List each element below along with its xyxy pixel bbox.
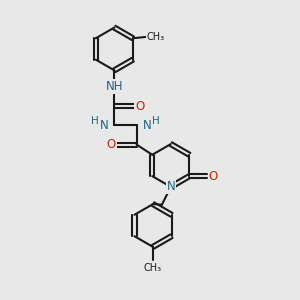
Text: N: N <box>143 119 152 132</box>
Text: H: H <box>91 116 99 126</box>
Text: O: O <box>107 138 116 151</box>
Text: N: N <box>167 180 175 194</box>
Text: NH: NH <box>106 80 123 93</box>
Text: N: N <box>100 119 108 132</box>
Text: O: O <box>208 170 218 183</box>
Text: O: O <box>135 100 144 112</box>
Text: CH₃: CH₃ <box>144 263 162 273</box>
Text: H: H <box>152 116 160 126</box>
Text: CH₃: CH₃ <box>147 32 165 42</box>
